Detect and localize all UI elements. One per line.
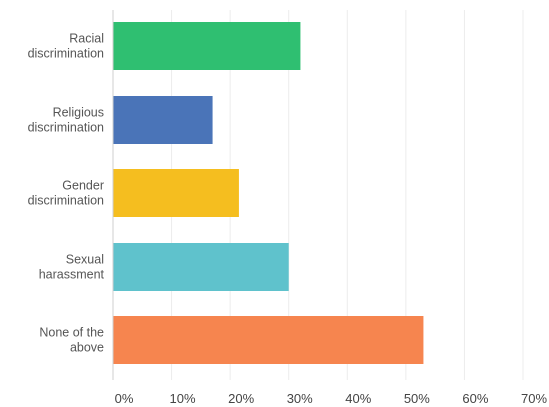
category-label-line: Racial — [69, 32, 104, 46]
category-label-line: discrimination — [28, 47, 104, 61]
bar-5 — [113, 316, 424, 364]
category-label-2: Religious discrimination — [28, 106, 104, 135]
category-label-line: Gender — [62, 179, 104, 193]
bar-3 — [113, 169, 239, 217]
category-label-5: None of the above — [39, 326, 104, 355]
x-tick-label-50: 50% — [404, 391, 430, 406]
x-tick-label-30: 30% — [287, 391, 313, 406]
gridlines — [171, 10, 524, 380]
x-tick-label-0: 0% — [115, 391, 134, 406]
category-label-line: Religious — [53, 106, 104, 120]
category-label-line: discrimination — [28, 121, 104, 135]
category-label-line: harassment — [39, 268, 105, 282]
x-tick-label-10: 10% — [170, 391, 196, 406]
bar-2 — [113, 96, 213, 144]
x-tick-label-60: 60% — [462, 391, 488, 406]
category-label-line: None of the — [39, 326, 104, 340]
bar-4 — [113, 243, 289, 291]
category-label-line: discrimination — [28, 194, 104, 208]
category-label-1: Racial discrimination — [28, 32, 104, 61]
category-label-line: Sexual — [66, 253, 104, 267]
x-tick-label-40: 40% — [345, 391, 371, 406]
bars — [113, 22, 424, 364]
category-label-4: Sexual harassment — [39, 253, 105, 282]
category-label-3: Gender discrimination — [28, 179, 104, 208]
bar-1 — [113, 22, 301, 70]
tick-labels: 0% 10% 20% 30% 40% 50% 60% 70% — [115, 391, 548, 406]
x-tick-label-20: 20% — [228, 391, 254, 406]
category-label-line: above — [70, 341, 104, 355]
x-tick-label-70: 70% — [521, 391, 547, 406]
